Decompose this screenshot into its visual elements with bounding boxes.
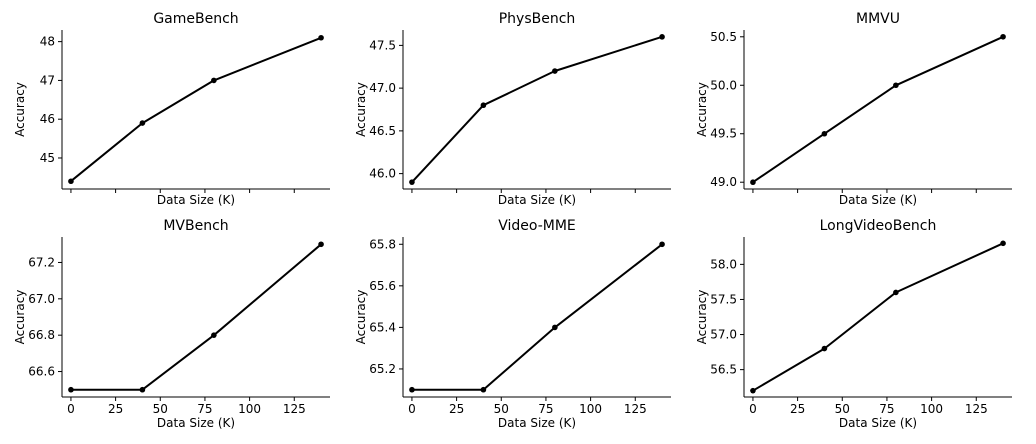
data-point <box>659 34 665 40</box>
y-tick-label: 47.0 <box>369 81 396 95</box>
data-point <box>211 77 217 84</box>
x-axis-label: Data Size (K) <box>839 416 917 430</box>
x-tick-label: 125 <box>965 402 988 416</box>
data-point <box>821 345 828 352</box>
y-axis-label: Accuracy <box>354 82 368 137</box>
y-tick-label: 65.8 <box>369 237 396 251</box>
x-tick-label: 0 <box>749 402 757 416</box>
series-line <box>70 243 322 391</box>
y-axis-label: Accuracy <box>695 290 709 345</box>
subplot-2: PhysBench 46.0 46.5 47.0 47.5 Data Size (K) Ac… <box>354 11 671 207</box>
y-tick-label: 67.0 <box>28 292 55 306</box>
x-axis-label: Data Size (K) <box>498 193 576 207</box>
y-tick-label: 48 <box>40 35 55 49</box>
x-axis-label: Data Size (K) <box>839 193 917 207</box>
y-tick-label: 67.2 <box>28 255 55 269</box>
subplot-3: MMVU 49.0 49.5 50.0 50.5 Data Size (K) Accurac… <box>695 11 1012 207</box>
x-axis-label: Data Size (K) <box>498 416 576 430</box>
x-tick-label: 50 <box>494 402 509 416</box>
data-point <box>409 386 415 393</box>
x-tick-label: 75 <box>879 402 894 416</box>
data-point <box>409 179 415 185</box>
y-axis-label: Accuracy <box>13 82 27 137</box>
data-point <box>139 120 146 126</box>
y-tick-label: 47 <box>40 73 55 87</box>
data-point <box>893 289 899 296</box>
subplot-4: MVBench 66.6 66.8 67.0 67.2 0 25 50 75 100 125 Data… <box>13 218 330 430</box>
subplot-title: LongVideoBench <box>820 218 937 234</box>
series-line <box>752 242 1004 392</box>
y-tick-label: 50.0 <box>710 78 737 92</box>
y-axis-label: Accuracy <box>695 82 709 137</box>
x-tick-label: 100 <box>579 402 602 416</box>
x-axis-label: Data Size (K) <box>157 193 235 207</box>
data-point <box>893 82 899 89</box>
y-axis-label: Accuracy <box>13 290 27 345</box>
data-point <box>659 241 665 248</box>
data-point <box>821 130 828 137</box>
subplot-title: MVBench <box>163 218 228 234</box>
subplot-title: MMVU <box>856 11 900 27</box>
data-point <box>750 179 756 186</box>
data-point <box>552 68 558 74</box>
x-tick-label: 125 <box>624 402 647 416</box>
y-tick-label: 46 <box>40 112 55 126</box>
data-point <box>68 178 74 185</box>
data-point <box>211 332 217 338</box>
y-tick-label: 49.0 <box>710 175 737 189</box>
y-tick-label: 56.5 <box>710 363 737 377</box>
x-tick-label: 50 <box>835 402 850 416</box>
subplot-1: GameBench 45 46 47 48 Data Size (K) Accuracy <box>13 11 330 207</box>
y-tick-label: 50.5 <box>710 30 737 44</box>
series-line <box>411 35 663 183</box>
data-point <box>318 34 324 41</box>
x-tick-label: 25 <box>790 402 805 416</box>
y-tick-label: 58.0 <box>710 257 737 271</box>
x-tick-label: 75 <box>197 402 212 416</box>
y-tick-label: 45 <box>40 151 55 165</box>
subplot-title: PhysBench <box>499 11 576 27</box>
x-tick-label: 100 <box>238 402 261 416</box>
x-tick-label: 125 <box>283 402 306 416</box>
x-axis-label: Data Size (K) <box>157 416 235 430</box>
subplot-title: Video-MME <box>498 218 576 234</box>
y-tick-label: 65.6 <box>369 279 396 293</box>
subplot-5: Video-MME 65.2 65.4 65.6 65.8 0 25 50 75 100 125 Da… <box>354 218 671 430</box>
series-line <box>70 36 322 182</box>
y-tick-label: 57.5 <box>710 292 737 306</box>
series-line <box>752 35 1004 184</box>
y-tick-label: 66.6 <box>28 365 55 379</box>
x-tick-label: 100 <box>920 402 943 416</box>
data-point <box>318 241 324 248</box>
data-point <box>750 387 756 394</box>
y-tick-label: 46.5 <box>369 124 396 138</box>
y-tick-label: 47.5 <box>369 38 396 52</box>
x-tick-label: 25 <box>449 402 464 416</box>
y-tick-label: 49.5 <box>710 127 737 141</box>
series-line <box>411 243 663 391</box>
y-tick-label: 66.8 <box>28 328 55 342</box>
y-tick-label: 57.0 <box>710 328 737 342</box>
data-point <box>480 386 487 393</box>
data-point <box>139 386 146 393</box>
data-point <box>1000 33 1006 40</box>
data-point <box>480 102 487 109</box>
x-tick-label: 0 <box>408 402 416 416</box>
y-tick-label: 46.0 <box>369 167 396 181</box>
x-tick-label: 50 <box>153 402 168 416</box>
subplot-title: GameBench <box>153 11 238 27</box>
data-point <box>552 324 558 331</box>
x-tick-label: 25 <box>108 402 123 416</box>
data-point <box>1000 240 1006 247</box>
x-tick-label: 0 <box>67 402 75 416</box>
subplot-6: LongVideoBench 56.5 57.0 57.5 58.0 0 25 50 75 100… <box>695 218 1012 430</box>
x-tick-label: 75 <box>538 402 553 416</box>
y-axis-label: Accuracy <box>354 290 368 345</box>
y-tick-label: 65.4 <box>369 320 396 334</box>
data-point <box>68 386 74 393</box>
y-tick-label: 65.2 <box>369 362 396 376</box>
